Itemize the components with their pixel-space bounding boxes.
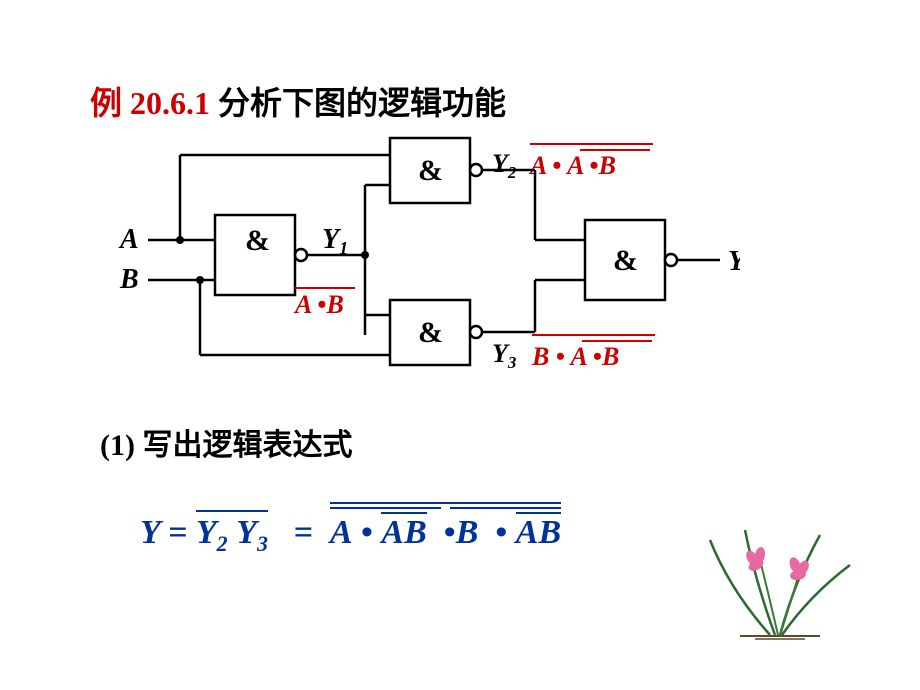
section-1-heading: (1) 写出逻辑表达式 — [100, 420, 352, 464]
y1-expr: A •B — [293, 290, 344, 319]
logic-equation: Y = Y2 Y3 = A • AB •B • AB — [140, 502, 561, 557]
section-1-text: 写出逻辑表达式 — [135, 429, 353, 462]
eq-y2y3: Y2 Y3 — [196, 510, 268, 557]
eq-rhs-sep: = — [276, 514, 321, 551]
y3-label: Y3 — [492, 339, 517, 372]
example-title: 例 20.6.1 分析下图的逻辑功能 — [90, 78, 506, 124]
orchid-decoration — [700, 510, 860, 640]
y2-expr: A • A •B — [528, 151, 616, 180]
input-a-label: A — [118, 224, 139, 255]
output-y-label: Y — [728, 246, 740, 277]
example-number: 例 20.6.1 — [90, 85, 210, 121]
y1-label: Y1 — [322, 224, 348, 258]
section-1-number: (1) — [100, 429, 135, 462]
gate-2-symbol: & — [418, 154, 443, 187]
y2-label: Y2 — [492, 149, 517, 182]
gate-1-symbol: & — [245, 224, 270, 257]
gate-4-symbol: & — [613, 244, 638, 277]
eq-lhs: Y = — [140, 514, 196, 551]
logic-circuit-diagram: A B & Y1 A •B & Y2 A • A •B & Y3 B • A •… — [100, 130, 720, 390]
gate-3-symbol: & — [418, 316, 443, 349]
y3-expr: B • A •B — [531, 342, 619, 371]
title-text: 分析下图的逻辑功能 — [210, 85, 506, 121]
input-b-label: B — [119, 264, 139, 295]
eq-rhs: A • AB •B • AB — [330, 502, 561, 552]
